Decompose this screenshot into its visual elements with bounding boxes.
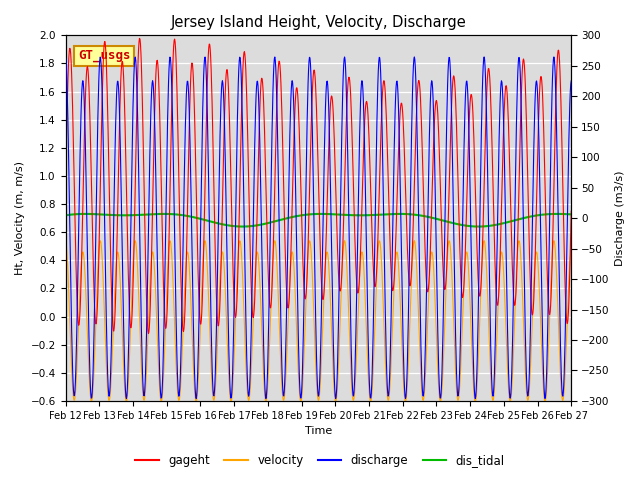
Line: gageht: gageht: [65, 38, 572, 334]
Title: Jersey Island Height, Velocity, Discharge: Jersey Island Height, Velocity, Discharg…: [170, 15, 467, 30]
Line: velocity: velocity: [65, 240, 572, 401]
Y-axis label: Discharge (m3/s): Discharge (m3/s): [615, 170, 625, 266]
Y-axis label: Ht, Velocity (m, m/s): Ht, Velocity (m, m/s): [15, 161, 25, 275]
Legend: gageht, velocity, discharge, dis_tidal: gageht, velocity, discharge, dis_tidal: [131, 449, 509, 472]
Line: discharge: discharge: [65, 57, 572, 398]
X-axis label: Time: Time: [305, 426, 332, 436]
Text: GT_usgs: GT_usgs: [78, 49, 131, 62]
Line: dis_tidal: dis_tidal: [65, 214, 572, 227]
